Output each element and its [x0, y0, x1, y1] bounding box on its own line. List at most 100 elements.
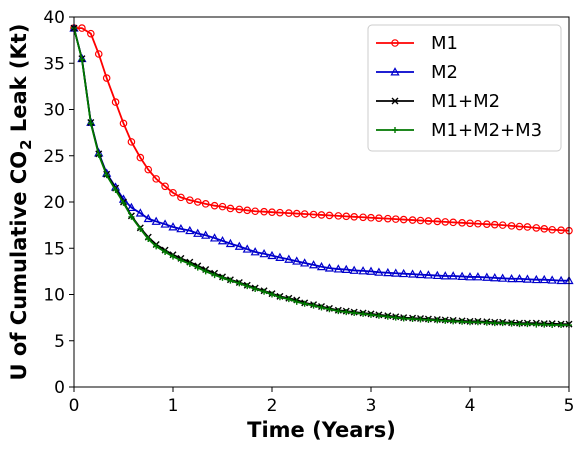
data-point-m2 [374, 267, 384, 276]
data-point-m1 [441, 218, 450, 226]
data-point-m1-m2-m3 [368, 311, 374, 318]
legend-marker-m2 [390, 67, 400, 76]
data-point-m1 [375, 214, 383, 222]
data-point-m2 [176, 223, 186, 233]
data-point-m1-m2-m3 [145, 236, 152, 242]
data-point-m1 [359, 213, 367, 222]
y-tick-label: 20 [43, 193, 65, 213]
data-point-m2 [473, 272, 483, 281]
data-point-m1 [292, 209, 301, 218]
data-point-m2 [160, 219, 170, 228]
data-point-m1-m2-m3 [459, 318, 466, 325]
data-point-m1 [309, 210, 318, 219]
data-point-m1-m2-m3 [318, 304, 325, 311]
data-point-m2 [383, 267, 393, 277]
data-point-m2 [448, 271, 458, 280]
data-point-m1-m2-m3 [541, 321, 548, 328]
data-point-m2 [333, 264, 343, 273]
data-point-m2 [308, 260, 319, 269]
data-point-m2 [225, 238, 236, 248]
data-point-m2 [498, 273, 508, 282]
data-point-m1 [111, 98, 120, 106]
data-point-m1 [276, 208, 284, 217]
data-point-m1-m2-m3 [425, 316, 432, 323]
x-tick-label: 4 [465, 396, 476, 416]
x-tick-label: 1 [168, 396, 179, 416]
y-tick-label: 30 [43, 101, 65, 121]
data-point-m2 [407, 269, 418, 278]
data-point-m2 [457, 271, 467, 280]
data-point-m2 [490, 273, 500, 282]
data-point-m1 [342, 212, 351, 221]
data-point-m1 [243, 206, 252, 215]
data-point-m1 [523, 223, 532, 231]
data-point-m1-m2-m3 [384, 313, 391, 320]
y-tick-label: 10 [43, 286, 65, 306]
data-point-m2 [267, 250, 277, 260]
series-line-m2 [73, 27, 569, 282]
data-point-m1-m2-m3 [194, 264, 201, 271]
data-point-m1-m2-m3 [211, 272, 218, 279]
data-point-m1 [127, 138, 136, 146]
data-point-m1 [317, 211, 326, 219]
data-point-m1 [350, 213, 358, 221]
data-point-m1-m2-m3 [128, 213, 135, 220]
data-point-m1 [210, 201, 219, 210]
data-point-m1-m2-m3 [202, 268, 209, 275]
series-m1 [70, 24, 573, 235]
data-point-m1-m2-m3 [261, 288, 268, 295]
data-point-m1-m2-m3 [293, 298, 300, 305]
data-point-m2 [482, 272, 492, 281]
data-point-m1 [144, 165, 153, 174]
data-point-m1 [416, 216, 425, 225]
data-point-m1-m2-m3 [310, 302, 317, 309]
data-point-m1-m2-m3 [326, 306, 333, 313]
data-point-m1-m2-m3 [442, 317, 449, 324]
data-point-m1 [408, 216, 417, 224]
data-point-m1-m2-m3 [434, 317, 441, 324]
data-point-m1-m2-m3 [137, 225, 144, 232]
data-point-m1-m2-m3 [549, 322, 556, 329]
data-point-m1 [177, 193, 185, 202]
y-tick-label: 15 [43, 239, 65, 259]
x-tick-label: 3 [366, 396, 377, 416]
data-point-m2 [300, 258, 310, 267]
data-point-m1-m2-m3 [474, 319, 481, 326]
data-point-m1-m2-m3 [343, 309, 350, 316]
data-point-m1-m2-m3 [103, 172, 110, 179]
data-point-m1 [136, 153, 145, 162]
data-point-m1-m2-m3 [524, 321, 531, 328]
data-point-m1 [218, 202, 227, 211]
data-point-m1 [94, 50, 103, 58]
data-point-m2 [465, 272, 475, 281]
data-point-m1 [399, 215, 408, 224]
data-point-m2 [201, 230, 211, 239]
data-point-m1-m2-m3 [112, 186, 119, 193]
data-point-m2 [324, 263, 335, 272]
data-point-m1 [384, 214, 392, 223]
data-point-m2 [151, 216, 161, 225]
x-tick-label: 0 [69, 396, 80, 416]
data-point-m1-m2-m3 [162, 248, 169, 255]
legend-marker-m1-m2 [391, 97, 399, 105]
data-point-m2 [135, 208, 145, 217]
data-point-m2 [126, 202, 137, 212]
data-point-m1 [424, 217, 433, 225]
legend-label-m1: M1 [431, 33, 458, 54]
legend-marker-m1 [391, 39, 399, 47]
x-axis-title: Time (Years) [247, 418, 396, 442]
data-point-m1 [152, 175, 160, 183]
data-point-m2 [259, 248, 269, 258]
data-point-m1-m2-m3 [558, 322, 565, 329]
data-point-m1-m2-m3 [450, 318, 457, 325]
data-point-m1-m2-m3 [417, 316, 424, 323]
data-point-m1-m2-m3 [483, 319, 490, 326]
data-point-m1 [169, 188, 177, 197]
legend-frame [367, 24, 562, 152]
data-point-m1-m2-m3 [508, 320, 515, 327]
legend-marker-m1-m2-m3 [392, 127, 398, 133]
y-tick-label: 5 [54, 332, 65, 352]
data-point-m1 [507, 222, 516, 230]
data-point-m2 [234, 241, 244, 250]
